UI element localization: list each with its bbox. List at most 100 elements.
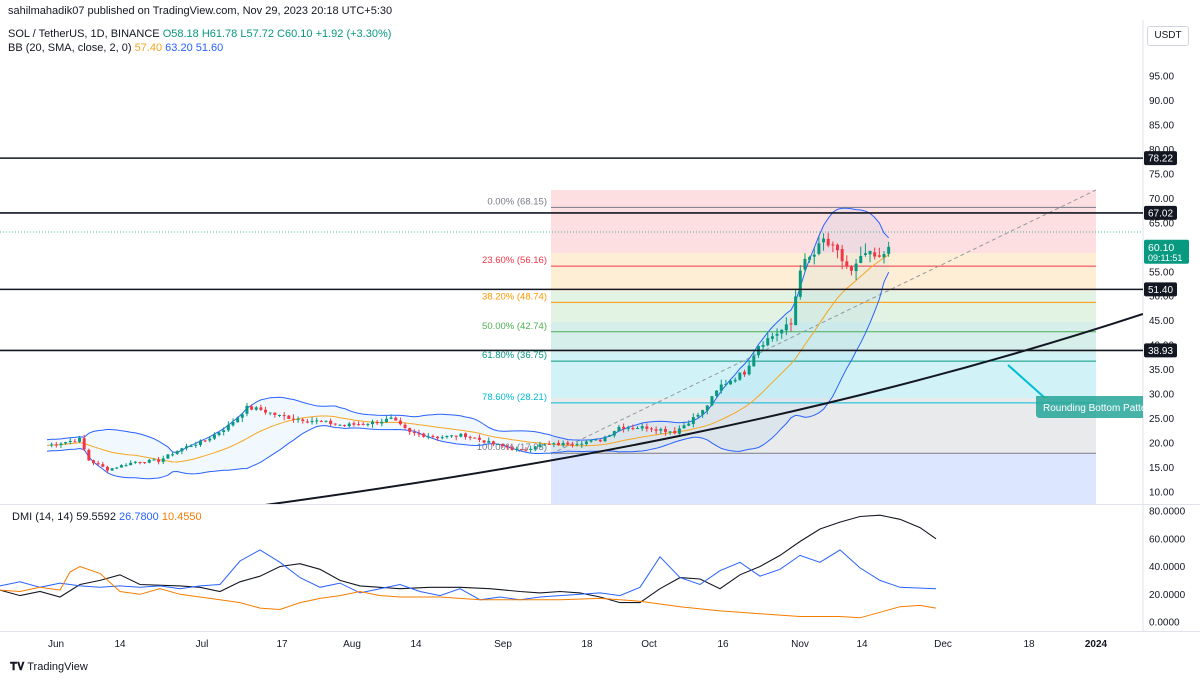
candle-body [208,438,212,441]
candle-body [617,426,621,432]
ohlc-values: O58.18 H61.78 L57.72 C60.10 +1.92 (+3.30… [162,28,392,40]
candle-body [552,443,556,445]
candle-body [273,412,277,415]
candle-body [366,424,370,426]
dmi-tick-label: 80.0000 [1149,507,1186,518]
candle-body [687,423,691,426]
candle-body [877,255,881,257]
candle-body [440,437,444,439]
time-tick-label: Jul [196,639,209,650]
candle-body [510,447,514,450]
price-tick-label: 90.00 [1149,96,1174,107]
candle-body [59,443,63,445]
candle-body [636,428,640,430]
candle-body [110,468,114,471]
price-tick-label: 20.00 [1149,439,1174,450]
candlesticks [50,232,891,473]
candle-body [566,442,570,445]
candle-body [101,464,105,467]
bb-basis-value: 57.40 [134,42,163,54]
candle-body [412,431,416,433]
candle-body [729,380,733,385]
candle-body [436,436,440,439]
candle-body [161,458,165,462]
candle-body [598,439,602,442]
symbol-label[interactable]: SOL / TetherUS, 1D, BINANCE [8,28,160,40]
candle-body [175,451,179,454]
candle-body [291,418,295,420]
candle-body [529,448,533,450]
tradingview-logo[interactable]: 𝐓𝐕 TradingView [10,661,88,674]
last-price-text: 60.10 [1148,242,1174,254]
dmi-indicator-label[interactable]: DMI (14, 14) [12,511,74,523]
candle-body [631,428,635,430]
candle-body [217,432,221,436]
candle-body [171,454,175,456]
candle-body [431,435,435,437]
candle-body [622,426,626,429]
candle-body [575,444,579,446]
candle-body [668,431,672,433]
bb-indicator-label[interactable]: BB (20, SMA, close, 2, 0) [8,42,132,54]
candle-body [645,426,649,429]
fib-level-label: 38.20% (48.74) [482,291,547,302]
candle-body [157,459,161,462]
currency-button[interactable]: USDT [1147,26,1189,46]
price-tick-label: 85.00 [1149,120,1174,131]
candle-body [180,448,184,452]
candle-body [301,419,305,422]
time-tick-label: 2024 [1085,639,1108,650]
candle-body [594,439,598,441]
candle-body [189,446,193,448]
candle-body [268,412,272,414]
tradingview-brand: TradingView [27,661,88,673]
candle-body [138,462,142,464]
candle-body [250,406,254,410]
candle-body [464,433,467,438]
candle-body [203,440,207,442]
candle-body [650,428,653,430]
last-price-badge [1144,239,1189,264]
candle-body [868,250,872,255]
candle-body [784,324,788,331]
candle-body [240,414,244,418]
time-tick-label: 16 [717,639,729,650]
candle-body [543,444,547,446]
candle-body [477,437,481,440]
candle-body [873,252,877,257]
level-price-badge [1144,282,1177,297]
candle-body [803,258,807,270]
price-tick-label: 30.00 [1149,390,1174,401]
fib-zone-236 [551,253,1096,291]
candle-body [515,448,519,450]
publisher-line: sahilmahadik07 published on TradingView.… [8,5,393,17]
bollinger-basis [46,254,889,463]
candle-body [505,446,509,448]
candle-body [361,423,365,425]
candle-body [333,423,337,425]
candle-body [384,418,388,423]
candle-body [87,449,91,461]
candle-body [580,443,584,445]
candle-body [887,246,891,254]
candle-body [849,266,853,271]
time-axis: Jun 14 Jul 17 Aug 14 Sep 18 Oct 16 Nov 14 Dec 18 2024 [48,639,1108,650]
candle-body [454,435,458,437]
candle-body [761,345,765,347]
candle-body [701,410,705,415]
candle-body [357,424,361,426]
price-tick-label: 45.00 [1149,316,1174,327]
candle-body [719,384,723,391]
time-tick-label: Aug [343,639,361,650]
candle-body [487,440,491,443]
fib-zone-618 [551,353,1096,398]
candle-body [371,421,374,425]
candle-body [324,420,328,422]
candle-body [426,436,430,438]
candle-body [691,416,695,425]
candle-body [626,427,630,429]
candle-body [310,420,314,423]
annotation-callout [1036,396,1143,418]
time-tick-label: Nov [791,639,809,650]
price-tick-label: 75.00 [1149,169,1174,180]
